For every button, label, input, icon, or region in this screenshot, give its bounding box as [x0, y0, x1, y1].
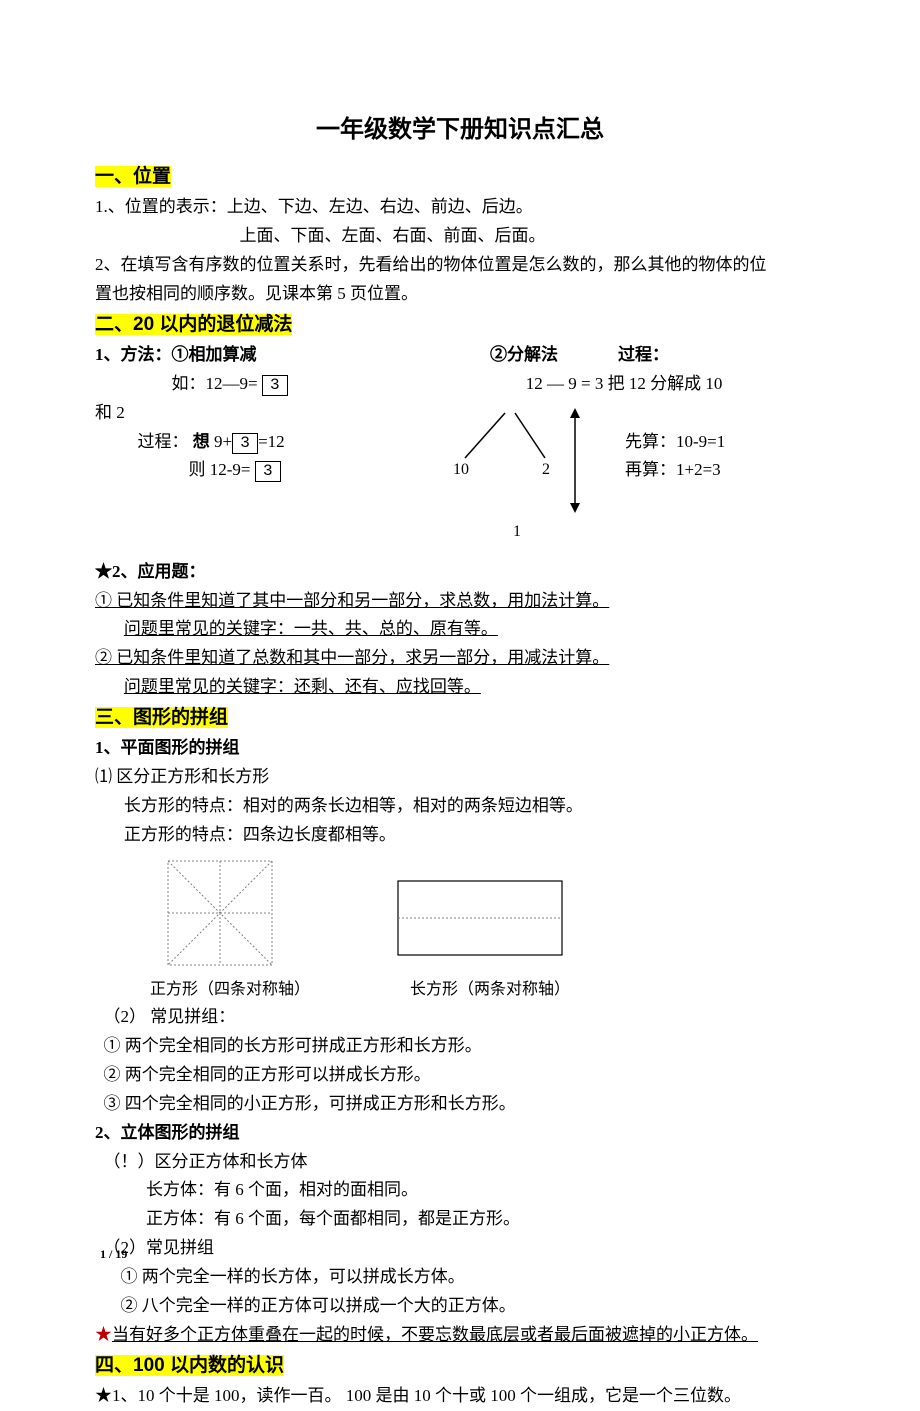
s3-p3-2: 长方体：有 6 个面，相对的面相同。	[95, 1176, 825, 1205]
s3-p2-1: ① 两个完全相同的长方形可拼成正方形和长方形。	[95, 1032, 825, 1061]
s3-p1-head: 1、平面图形的拼组	[95, 734, 825, 763]
square-shape	[165, 858, 275, 968]
tree-left: 10	[453, 456, 469, 483]
eg1-right: 12 — 9 = 3 把 12 分解成 10	[526, 374, 723, 393]
s3-p3-3: 正方体：有 6 个面，每个面都相同，都是正方形。	[95, 1205, 825, 1234]
cap2: 长方形（两条对称轴）	[410, 976, 570, 1003]
tree-bottom: 1	[513, 518, 521, 545]
decompose-tree	[445, 398, 605, 528]
rectangle-shape	[395, 878, 565, 958]
proc-bold: 想	[193, 432, 210, 451]
s3-p4-head: （2）常见拼组	[95, 1234, 825, 1263]
section-4-head: 四、100 以内数的认识	[95, 1350, 825, 1382]
method2-label: ②分解法	[490, 341, 558, 370]
proc-b: 9+	[214, 432, 232, 451]
s3-p2-3: ③ 四个完全相同的小正方形，可拼成正方形和长方形。	[95, 1090, 825, 1119]
s3-p1-1: ⑴ 区分正方形和长方形	[95, 763, 825, 792]
s3-p4-1: ① 两个完全一样的长方体，可以拼成长方体。	[95, 1263, 825, 1292]
s1-line2: 上面、下面、左面、右面、前面、后面。	[95, 222, 825, 251]
section-3-head: 三、图形的拼组	[95, 702, 825, 734]
proc-box1: 3	[232, 433, 258, 454]
s4-l1: ★1、10 个十是 100，读作一百。 100 是由 10 个十或 100 个一…	[95, 1382, 825, 1411]
s3-p4-2: ② 八个完全一样的正方体可以拼成一个大的正方体。	[95, 1292, 825, 1321]
app-head: ★★2、应用题：2、应用题：	[95, 558, 825, 587]
example-row: 如：12—9= 3 12 — 9 = 3 把 12 分解成 10	[95, 370, 825, 399]
s3-warn: ★★当有好多个正方体重叠在一起的时候，不要忘数最底层或者最后面被遮掉的小正方体。…	[95, 1321, 825, 1350]
app2a: ② 已知条件里知道了总数和其中一部分，求另一部分，用减法计算。	[95, 644, 825, 673]
doc-title: 一年级数学下册知识点汇总	[95, 110, 825, 151]
proc-r1: 先算：10-9=1	[625, 428, 725, 457]
page: 一年级数学下册知识点汇总 一、位置 1.、位置的表示：上边、下边、左边、右边、前…	[0, 0, 920, 1302]
section-1-head: 一、位置	[95, 161, 825, 193]
page-footer: 1 / 19	[100, 1244, 127, 1264]
s3-p3-head: 2、立体图形的拼组	[95, 1119, 825, 1148]
eg1-text: 如：12—9=	[172, 374, 258, 393]
shapes-row	[95, 858, 825, 968]
s1-line3b: 置也按相同的顺序数。见课本第 5 页位置。	[95, 280, 825, 309]
eg1-box: 3	[262, 375, 288, 396]
app2b: 问题里常见的关键字：还剩、还有、应找回等。	[95, 673, 825, 702]
proc-c: =12	[258, 432, 285, 451]
method1-label: 1、方法：①相加算减	[95, 345, 257, 364]
process-block: 过程： 想 9+3=12 则 12-9= 3 10 2 1 先算：10-9=1 …	[95, 428, 825, 558]
method-row: 1、方法：①相加算减 ②分解法 过程：	[95, 341, 825, 370]
s3-p2-head: （2） 常见拼组：	[95, 1003, 825, 1032]
section-2-head: 二、20 以内的退位减法	[95, 309, 825, 341]
proc-r2: 再算：1+2=3	[625, 456, 721, 485]
app1b: 问题里常见的关键字：一共、共、总的、原有等。	[95, 615, 825, 644]
method2-label2: 过程：	[618, 341, 669, 370]
s3-p3-1: （！）区分正方体和长方体	[95, 1148, 825, 1177]
tree-right: 2	[542, 456, 550, 483]
s3-p2-2: ② 两个完全相同的正方形可以拼成长方形。	[95, 1061, 825, 1090]
proc2-box: 3	[255, 461, 281, 482]
proc-label: 过程：	[138, 432, 189, 451]
caption-row: 正方形（四条对称轴） 长方形（两条对称轴）	[95, 976, 825, 1003]
app1a: ① 已知条件里知道了其中一部分和另一部分，求总数，用加法计算。	[95, 587, 825, 616]
proc2-a: 则 12-9=	[189, 460, 251, 479]
s3-p1-2: 长方形的特点：相对的两条长边相等，相对的两条短边相等。	[95, 792, 825, 821]
cap1: 正方形（四条对称轴）	[150, 976, 410, 1003]
s3-p1-3: 正方形的特点：四条边长度都相等。	[95, 821, 825, 850]
s1-line1: 1.、位置的表示：上边、下边、左边、右边、前边、后边。	[95, 193, 825, 222]
s1-line3a: 2、在填写含有序数的位置关系时，先看给出的物体位置是怎么数的，那么其他的物体的位	[95, 251, 825, 280]
